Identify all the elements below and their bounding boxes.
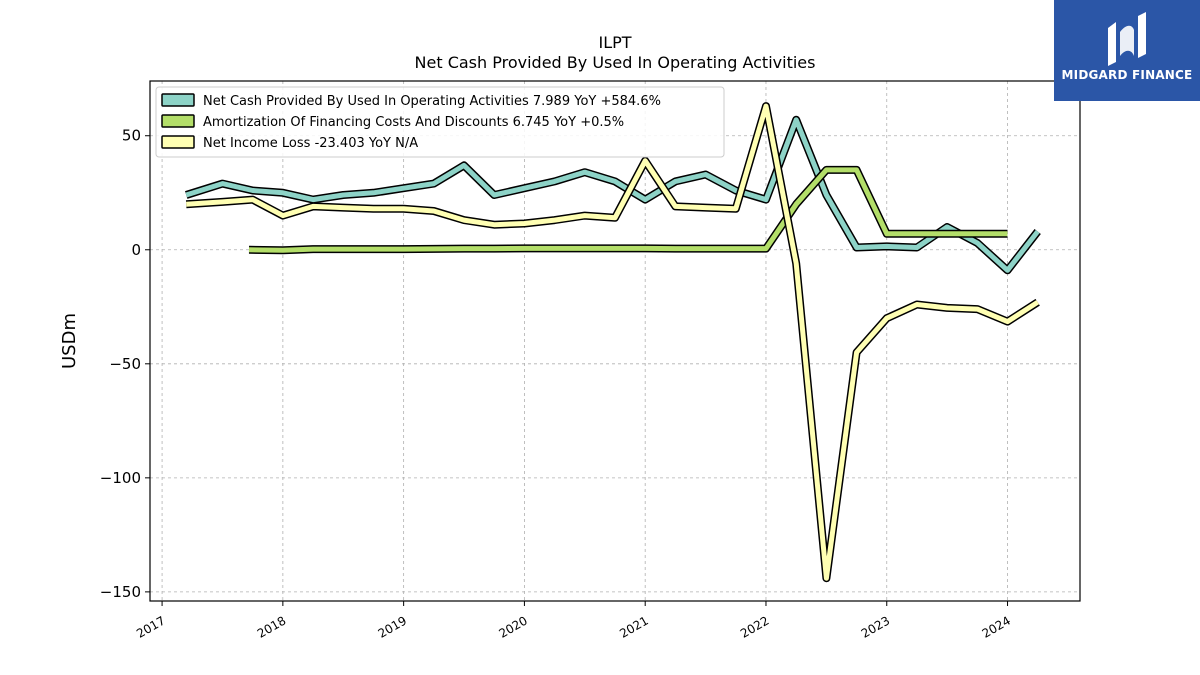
y-axis-label: USDm [59,313,80,369]
x-tick-label: 2018 [255,613,288,640]
legend-swatch-amortization [161,114,195,128]
x-tick-label: 2020 [496,613,529,640]
legend-label-net-income: Net Income Loss -23.403 YoY N/A [203,136,418,151]
x-tick-label: 2021 [617,613,650,640]
series-line-amortization [248,167,1008,253]
x-tick-label: 2023 [859,613,892,640]
series-line-net-cash [185,117,1040,273]
legend: Net Cash Provided By Used In Operating A… [155,86,725,158]
x-tick-label: 2019 [376,613,409,640]
legend-swatch-net-cash [161,93,195,107]
plot-frame [149,80,1081,602]
legend-box [155,86,725,158]
y-tick-label: 50 [122,127,141,145]
legend-label-net-cash: Net Cash Provided By Used In Operating A… [203,94,661,109]
brand-name: MIDGARD FINANCE [1061,68,1193,82]
chart-title: ILPT [598,33,631,52]
legend-label-amortization: Amortization Of Financing Costs And Disc… [203,115,624,130]
brand-logo: MIDGARD FINANCE [1054,0,1200,101]
chart-subtitle: Net Cash Provided By Used In Operating A… [415,53,816,72]
y-tick-label: −150 [100,583,141,601]
y-axis: 50 0 −50 −100 −150 [100,127,150,601]
y-tick-label: −100 [100,469,141,487]
series-line-net-income [186,103,1040,581]
y-tick-label: 0 [131,241,141,259]
x-axis: 2017 2018 2019 2020 2021 2022 2023 2024 [134,601,1013,641]
x-tick-label: 2017 [134,613,167,640]
gridlines [150,81,1080,601]
legend-swatch-net-income [161,135,195,149]
series-group [185,102,1041,583]
y-tick-label: −50 [109,355,141,373]
midgard-logo-icon [1108,12,1146,66]
x-tick-label: 2024 [980,613,1013,640]
x-tick-label: 2022 [738,613,771,640]
